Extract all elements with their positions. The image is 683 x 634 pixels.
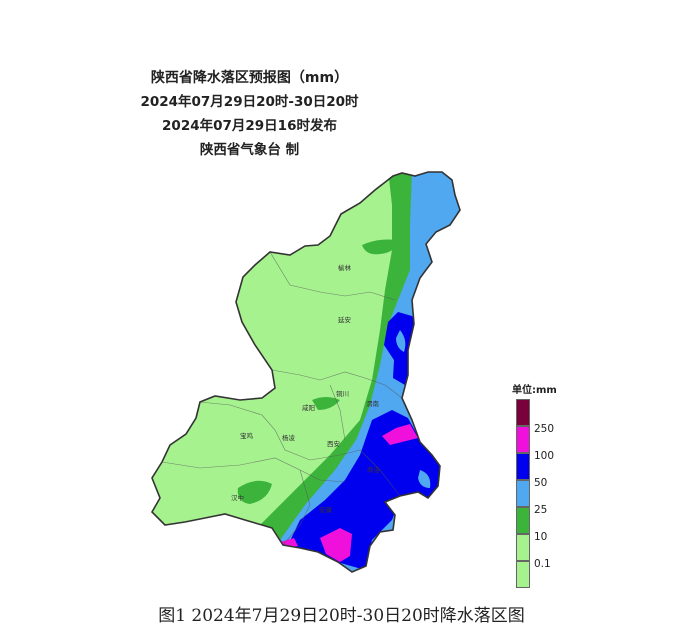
city-label-weinan: 渭南 (366, 399, 380, 408)
prefecture-boundary (269, 251, 396, 301)
city-label-shangluo: 商洛 (367, 465, 381, 474)
figure-caption: 图1 2024年7月29日20时-30日20时降水落区图 (158, 606, 525, 626)
prefecture-boundary (282, 469, 311, 546)
city-label-hanzhong: 汉中 (231, 493, 244, 502)
city-label-yanan: 延安 (338, 315, 352, 324)
legend-label-250: 250 (534, 423, 555, 435)
legend-swatch (516, 399, 530, 426)
city-label-yangling: 杨凌 (282, 433, 296, 442)
legend-unit-label: 单位:mm (512, 385, 557, 396)
prefecture-boundary (329, 384, 346, 441)
rain-zone-25mm-patch (418, 470, 431, 488)
legend-swatch (516, 480, 530, 507)
map-title: 陕西省降水落区预报图（mm） (150, 70, 349, 86)
rain-zone-50mm (288, 410, 440, 570)
legend-label-50: 50 (534, 477, 548, 489)
city-label-ankang: 安康 (319, 505, 333, 514)
legend-swatch (516, 534, 530, 561)
legend-label-100: 100 (534, 450, 555, 462)
map-title-block: 陕西省降水落区预报图（mm） 2024年07月29日20时-30日20时 202… (112, 66, 387, 162)
rain-zone-10mm-patch (362, 239, 396, 255)
legend-swatch (516, 453, 530, 480)
rain-zone-25mm-patch (396, 330, 406, 352)
city-label-xianyang: 咸阳 (302, 403, 315, 412)
issuer: 陕西省气象台 制 (199, 142, 300, 158)
prefecture-boundary (199, 401, 361, 461)
prefecture-boundary (359, 449, 401, 497)
legend-swatch (516, 426, 530, 453)
legend-swatch (516, 507, 530, 534)
precipitation-legend (516, 399, 530, 588)
rain-zone-10mm-patch (237, 480, 272, 504)
forecast-period: 2024年07月29日20时-30日20时 (140, 94, 359, 110)
rain-zone-100mm (320, 528, 352, 562)
prefecture-boundary (271, 369, 403, 399)
city-label-yulin: 榆林 (338, 263, 352, 272)
rain-zone-100mm (382, 424, 418, 445)
legend-label-25: 25 (534, 504, 548, 516)
legend-label-0-1: 0.1 (534, 558, 551, 570)
rain-zone-10mm-patch (312, 397, 340, 410)
legend-label-10: 10 (534, 531, 548, 543)
city-label-tongchuan: 铜川 (336, 389, 349, 398)
issue-time: 2024年07月29日16时发布 (162, 118, 337, 134)
legend-swatch (516, 561, 530, 588)
city-label-xian: 西安 (327, 439, 341, 448)
prefecture-boundary (161, 457, 346, 483)
city-label-baoji: 宝鸡 (240, 431, 254, 440)
